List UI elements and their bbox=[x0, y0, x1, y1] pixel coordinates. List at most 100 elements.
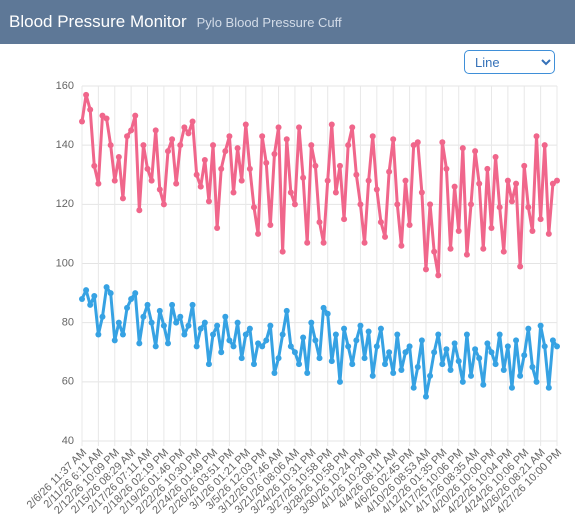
data-point bbox=[287, 189, 294, 196]
data-point bbox=[496, 204, 503, 211]
data-point bbox=[156, 307, 163, 314]
data-point bbox=[443, 165, 450, 172]
data-point bbox=[238, 355, 245, 362]
data-point bbox=[87, 301, 94, 308]
data-point bbox=[545, 384, 552, 391]
data-point bbox=[447, 367, 454, 373]
data-point bbox=[451, 340, 458, 347]
data-point bbox=[263, 159, 270, 166]
data-point bbox=[357, 322, 364, 329]
data-point bbox=[332, 189, 339, 196]
data-point bbox=[173, 319, 180, 326]
data-point bbox=[242, 331, 249, 338]
data-point bbox=[406, 343, 413, 350]
data-point bbox=[144, 301, 151, 308]
data-point bbox=[296, 124, 303, 131]
data-point bbox=[210, 142, 217, 149]
data-point bbox=[267, 322, 274, 329]
data-point bbox=[431, 349, 438, 356]
data-point bbox=[246, 165, 253, 172]
data-point bbox=[369, 133, 376, 140]
data-point bbox=[365, 177, 372, 184]
data-point bbox=[148, 319, 155, 326]
data-point bbox=[169, 301, 176, 308]
data-point bbox=[463, 331, 470, 338]
data-point bbox=[508, 198, 515, 205]
data-point bbox=[107, 142, 114, 149]
data-point bbox=[189, 301, 196, 308]
data-point bbox=[504, 177, 511, 184]
data-point bbox=[345, 343, 352, 350]
data-point bbox=[177, 313, 184, 320]
y-tick-label: 80 bbox=[62, 317, 74, 329]
data-point bbox=[537, 216, 544, 223]
data-point bbox=[341, 325, 348, 332]
chart-type-select[interactable]: Line bbox=[464, 50, 555, 74]
data-point bbox=[136, 340, 143, 347]
data-point bbox=[541, 142, 548, 149]
data-point bbox=[377, 219, 384, 226]
data-point bbox=[250, 361, 257, 368]
data-point bbox=[525, 204, 532, 211]
data-point bbox=[488, 225, 495, 231]
data-point bbox=[283, 307, 290, 314]
data-point bbox=[287, 343, 294, 350]
data-point bbox=[320, 304, 327, 311]
data-point bbox=[476, 355, 483, 362]
data-point bbox=[136, 207, 143, 214]
data-point bbox=[418, 189, 425, 196]
data-point bbox=[275, 355, 282, 362]
data-point bbox=[181, 124, 188, 131]
y-tick-label: 60 bbox=[62, 376, 74, 388]
data-point bbox=[496, 331, 503, 338]
data-point bbox=[328, 358, 335, 365]
data-point bbox=[373, 343, 380, 350]
data-point bbox=[500, 248, 507, 255]
data-point bbox=[480, 245, 487, 252]
data-point bbox=[472, 346, 479, 353]
data-point bbox=[144, 165, 151, 172]
data-point bbox=[218, 165, 225, 172]
data-point bbox=[341, 216, 348, 223]
data-point bbox=[115, 154, 122, 160]
data-point bbox=[455, 227, 462, 234]
data-point bbox=[468, 372, 475, 379]
data-point bbox=[283, 136, 290, 143]
data-point bbox=[95, 180, 102, 187]
data-point bbox=[398, 367, 405, 373]
data-point bbox=[177, 142, 184, 149]
data-point bbox=[181, 331, 188, 338]
data-point bbox=[193, 343, 200, 350]
data-point bbox=[230, 189, 237, 196]
data-point bbox=[390, 369, 397, 376]
data-point bbox=[332, 331, 339, 338]
data-point bbox=[140, 142, 147, 149]
data-point bbox=[435, 272, 442, 279]
data-point bbox=[160, 322, 167, 329]
data-point bbox=[320, 239, 327, 246]
data-point bbox=[83, 287, 90, 294]
data-point bbox=[267, 222, 274, 229]
data-point bbox=[488, 349, 495, 356]
data-point bbox=[533, 133, 540, 140]
data-point bbox=[271, 151, 278, 158]
data-point bbox=[152, 343, 159, 350]
data-point bbox=[189, 118, 196, 125]
data-point bbox=[554, 343, 560, 350]
data-point bbox=[349, 361, 356, 368]
data-point bbox=[250, 204, 257, 211]
data-point bbox=[222, 313, 229, 320]
data-point bbox=[357, 201, 364, 208]
data-point bbox=[296, 361, 303, 368]
data-point bbox=[554, 177, 560, 184]
data-point bbox=[255, 230, 262, 237]
data-point bbox=[402, 177, 409, 184]
data-point bbox=[148, 177, 155, 184]
data-point bbox=[324, 177, 331, 184]
data-point bbox=[533, 378, 540, 385]
data-point bbox=[169, 136, 176, 143]
data-point bbox=[197, 183, 204, 190]
data-point bbox=[128, 296, 135, 302]
data-point bbox=[484, 165, 491, 172]
data-point bbox=[234, 145, 241, 152]
